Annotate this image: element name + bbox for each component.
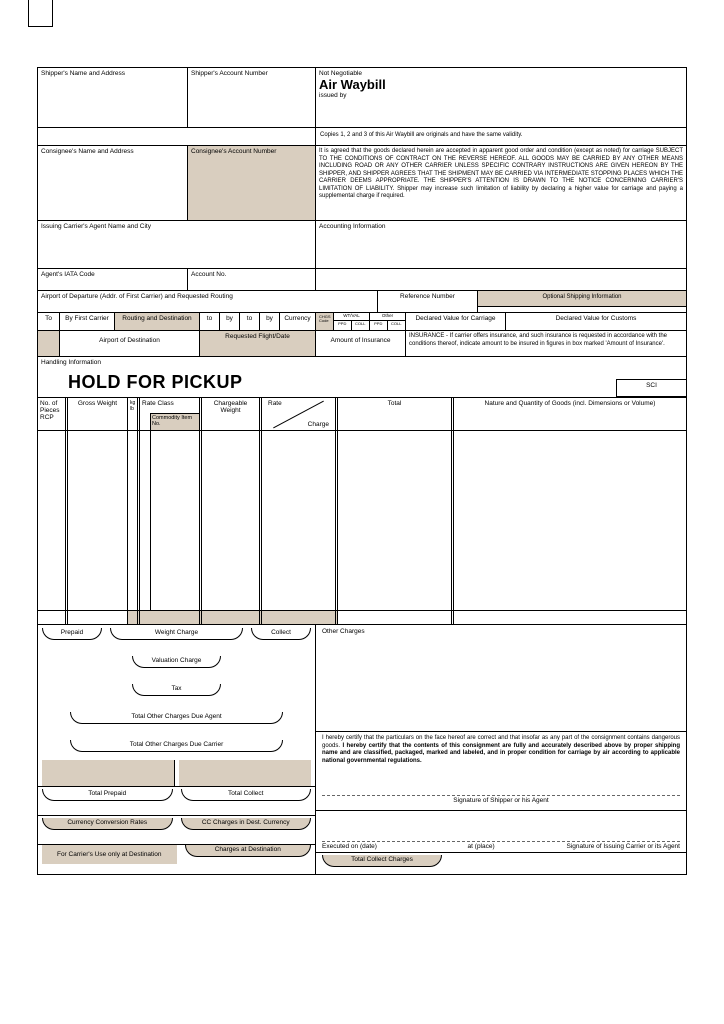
executed-on-label: Executed on (date) (322, 843, 421, 850)
collect-pill: Collect (251, 628, 311, 640)
airport-dest-label: Airport of Destination (99, 337, 160, 344)
charges-dest-pill: Charges at Destination (185, 845, 312, 857)
conditions-text: It is agreed that the goods declared her… (316, 146, 686, 220)
handling-label: Handling Information (41, 359, 101, 366)
sci-label: SCI (646, 382, 657, 389)
chargeable-weight-head: Chargeable Weight (202, 398, 262, 430)
charges-right: Other Charges I hereby certify that the … (316, 625, 686, 874)
by2-label: by (226, 315, 233, 322)
insurance-text: INSURANCE - If carrier offers insurance,… (406, 331, 686, 356)
valuation-charge-pill: Valuation Charge (132, 656, 222, 668)
no-pieces-head: No. of Pieces RCP (38, 398, 68, 430)
shipper-name-label: Shipper's Name and Address (41, 70, 125, 77)
wtval-label: WT/VAL (334, 313, 369, 321)
currency-conv-pill: Currency Conversion Rates (42, 818, 173, 830)
charges-left: Prepaid Weight Charge Collect Valuation … (38, 625, 316, 874)
total-head: Total (338, 398, 454, 430)
weight-charge-pill: Weight Charge (110, 628, 243, 640)
tax-pill: Tax (132, 684, 222, 696)
airport-departure-label: Airport of Departure (Addr. of First Car… (41, 293, 233, 300)
total-prepaid-pill: Total Prepaid (42, 789, 173, 801)
kg-lb-head: kg lb (128, 398, 140, 430)
total-carrier-pill: Total Other Charges Due Carrier (70, 740, 283, 752)
routing-dest-label: Routing and Destination (122, 315, 191, 322)
coll2: COLL (388, 321, 406, 330)
at-place-label: at (place) (431, 843, 530, 850)
goods-header: No. of Pieces RCP Gross Weight kg lb Rat… (38, 397, 686, 431)
sig-shipper-label: Signature of Shipper or his Agent (322, 796, 680, 804)
to3-label: to (247, 315, 252, 322)
shipper-account-label: Shipper's Account Number (191, 70, 268, 77)
goods-body (38, 431, 686, 611)
total-agent-pill: Total Other Charges Due Agent (70, 712, 283, 724)
amount-insurance-label: Amount of Insurance (331, 337, 391, 344)
carrier-use-box: For Carrier's Use only at Destination (42, 845, 177, 864)
nature-head: Nature and Quantity of Goods (incl. Dime… (454, 398, 686, 430)
total-collect-pill: Total Collect (181, 789, 312, 801)
account-no-label: Account No. (191, 271, 226, 278)
reference-number-label: Reference Number (400, 293, 455, 300)
prepaid-pill: Prepaid (42, 628, 102, 640)
consignee-name-label: Consignee's Name and Address (41, 148, 134, 155)
accounting-info-label: Accounting Information (319, 223, 385, 230)
copies-note: Copies 1, 2 and 3 of this Air Waybill ar… (320, 132, 522, 138)
to1-label: To (45, 315, 52, 322)
total-collect-charges-pill: Total Collect Charges (322, 855, 442, 867)
by-first-carrier-label: By First Carrier (65, 315, 109, 322)
agent-iata-label: Agent's IATA Code (41, 271, 95, 278)
not-negotiable-label: Not Negotiable (319, 70, 683, 77)
by3-label: by (266, 315, 273, 322)
sig-carrier-label: Signature of Issuing Carrier or its Agen… (541, 843, 680, 850)
air-waybill-form: Shipper's Name and Address Shipper's Acc… (37, 67, 687, 875)
cc-dest-pill: CC Charges in Dest. Currency (181, 818, 312, 830)
gross-weight-head: Gross Weight (68, 398, 128, 430)
ppd1: PPD (334, 321, 352, 330)
certify-bold: I hereby certify that the contents of th… (322, 743, 680, 764)
issuing-carrier-label: Issuing Carrier's Agent Name and City (41, 223, 151, 230)
hold-for-pickup: HOLD FOR PICKUP (38, 368, 616, 397)
coll1: COLL (352, 321, 370, 330)
currency-label: Currency (284, 315, 310, 322)
issued-by-label: issued by (319, 92, 683, 99)
other-label: Other (370, 313, 405, 321)
consignee-account-label: Consignee's Account Number (191, 148, 276, 155)
ppd2: PPD (370, 321, 388, 330)
to2-label: to (207, 315, 212, 322)
other-charges-label: Other Charges (322, 628, 680, 635)
top-stub (28, 0, 53, 27)
charge-head: Charge (308, 421, 329, 428)
chgs-label: CHGS Code (316, 313, 334, 330)
optional-shipping-label: Optional Shipping Information (542, 294, 621, 300)
air-waybill-title: Air Waybill (319, 77, 683, 92)
rate-head: Rate (262, 398, 284, 407)
declared-carriage-label: Declared Value for Carriage (415, 315, 495, 322)
rate-class-head: Rate Class (140, 398, 176, 409)
commodity-head: Commodity Item No. (150, 413, 199, 430)
declared-customs-label: Declared Value for Customs (556, 315, 637, 322)
requested-flight-label: Requested Flight/Date (225, 333, 290, 340)
